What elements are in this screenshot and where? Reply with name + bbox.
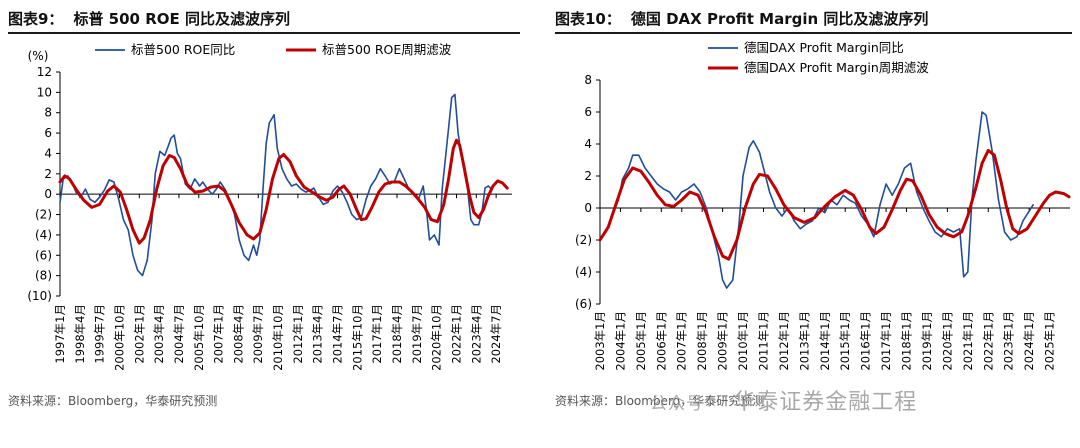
right-figure-title: 德国 DAX Profit Margin 同比及滤波序列 (630, 10, 929, 28)
right-y-tick-label: (6) (575, 297, 592, 311)
left-y-tick-label: 0 (44, 187, 52, 201)
right-x-tick-label: 2017年1月 (879, 311, 893, 371)
right-y-tick-label: (2) (575, 233, 592, 247)
watermark-handle: 公众号 · (650, 394, 724, 414)
left-unit-label: (%) (28, 49, 49, 63)
left-y-tick-label: 2 (44, 167, 52, 181)
left-y-tick-label: (2) (35, 208, 52, 222)
left-panel-title: 图表9： 标普 500 ROE 同比及滤波序列 (8, 8, 290, 29)
left-x-tick-label: 2000年10月 (112, 304, 126, 371)
right-raw-series-line (599, 111, 1034, 289)
right-y-tick-label: 6 (584, 105, 592, 119)
right-x-tick-label: 2021年1月 (961, 311, 975, 371)
right-x-tick-label: 2005年1月 (634, 311, 648, 371)
left-x-tick-label: 2013年4月 (311, 304, 325, 364)
left-x-tick-label: 2008年4月 (231, 304, 245, 364)
left-y-tick-label: (6) (35, 248, 52, 262)
right-x-tick-label: 2025年1月 (1043, 311, 1057, 371)
right-x-tick-label: 2003年1月 (593, 311, 607, 371)
right-legend-label: 德国DAX Profit Margin同比 (744, 40, 904, 55)
right-x-tick-label: 2015年1月 (838, 311, 852, 371)
left-legend-label: 标普500 ROE周期滤波 (322, 42, 452, 57)
watermark-brand: 华泰证券金融工程 (733, 390, 918, 415)
left-x-tick-label: 1999年7月 (93, 304, 107, 364)
right-x-tick-label: 2016年1月 (859, 311, 873, 371)
right-x-tick-label: 2023年1月 (1002, 311, 1016, 371)
sp500-roe-chart: 12 10 8 6 4 2 0 (2) (4) (6) (8) (10) (%) 1997年1月 1998年… (27, 42, 512, 371)
right-x-tick-label: 2006年1月 (654, 311, 668, 371)
left-x-tick-label: 2020年10月 (430, 304, 444, 371)
left-x-tick-label: 2022年1月 (449, 304, 463, 364)
watermark: 公众号 · 华泰证券金融工程 (650, 384, 917, 416)
right-source-note: 资料来源：Bloomberg，华泰研究预测 (555, 394, 765, 408)
right-x-tick-label: 2007年1月 (675, 311, 689, 371)
right-x-tick-label: 2013年1月 (797, 311, 811, 371)
left-raw-series-line (59, 93, 493, 277)
right-panel-title: 图表10： 德国 DAX Profit Margin 同比及滤波序列 (555, 8, 928, 29)
left-x-tick-label: 2018年4月 (390, 304, 404, 364)
right-x-tick-label: 2024年1月 (1022, 311, 1036, 371)
left-y-tick-label: 8 (44, 106, 52, 120)
left-x-tick-label: 2003年4月 (152, 304, 166, 364)
left-y-tick-label: 10 (37, 85, 52, 99)
right-x-tick-label: 2011年1月 (756, 311, 770, 371)
left-y-tick-label: 12 (37, 65, 52, 79)
left-x-tick-label: 2002年1月 (132, 304, 146, 364)
right-title-rule (555, 32, 1072, 34)
right-filtered-series-line (598, 148, 1071, 261)
right-x-tick-label: 2009年1月 (716, 311, 730, 371)
right-x-tick-label: 2014年1月 (818, 311, 832, 371)
right-x-tick-label: 2022年1月 (981, 311, 995, 371)
right-x-tick-label: 2020年1月 (940, 311, 954, 371)
left-x-tick-label: 2010年10月 (271, 304, 285, 371)
left-x-tick-label: 2004年7月 (172, 304, 186, 364)
left-y-tick-label: (10) (27, 289, 52, 303)
right-y-tick-label: 8 (584, 73, 592, 87)
right-x-tick-label: 2010年1月 (736, 311, 750, 371)
left-x-tick-label: 2007年1月 (212, 304, 226, 364)
left-x-tick-label: 2023年4月 (469, 304, 483, 364)
left-x-tick-label: 2005年10月 (192, 304, 206, 371)
left-filtered-series-line (58, 138, 509, 245)
left-x-tick-label: 1997年1月 (53, 304, 67, 364)
left-legend-label: 标普500 ROE同比 (131, 42, 235, 57)
left-x-tick-label: 2009年7月 (251, 304, 265, 364)
right-x-tick-label: 2018年1月 (900, 311, 914, 371)
left-x-tick-label: 2019年7月 (410, 304, 424, 364)
right-x-tick-label: 2008年1月 (695, 311, 709, 371)
left-y-tick-label: (8) (35, 269, 52, 283)
left-source-note: 资料来源：Bloomberg，华泰研究预测 (8, 394, 218, 408)
left-title-rule (8, 32, 520, 34)
left-x-tick-label: 2014年7月 (331, 304, 345, 364)
right-x-tick-label: 2004年1月 (613, 311, 627, 371)
left-figure-title: 标普 500 ROE 同比及滤波序列 (73, 10, 290, 28)
left-y-tick-label: 4 (44, 146, 52, 160)
left-x-tick-label: 1998年4月 (73, 304, 87, 364)
left-y-tick-label: 6 (44, 126, 52, 140)
right-y-tick-label: 2 (584, 169, 592, 183)
right-y-tick-label: 4 (584, 137, 592, 151)
right-figure-label: 图表10： (555, 10, 621, 28)
right-y-tick-label: 0 (584, 201, 592, 215)
left-x-tick-label: 2024年7月 (489, 304, 503, 364)
right-legend-label: 德国DAX Profit Margin周期滤波 (744, 60, 929, 75)
right-x-tick-label: 2012年1月 (777, 311, 791, 371)
left-y-tick-label: (4) (35, 228, 52, 242)
right-y-tick-label: (4) (575, 265, 592, 279)
left-x-tick-label: 2015年10月 (350, 304, 364, 371)
right-x-tick-label: 2019年1月 (920, 311, 934, 371)
left-figure-label: 图表9： (8, 10, 64, 28)
dax-profit-margin-chart: 8 6 4 2 0 (2) (4) (6)2003年1月 2004年1月 2005年1月 2006年… (575, 40, 1071, 371)
left-x-tick-label: 2012年1月 (291, 304, 305, 364)
left-x-tick-label: 2017年1月 (370, 304, 384, 364)
